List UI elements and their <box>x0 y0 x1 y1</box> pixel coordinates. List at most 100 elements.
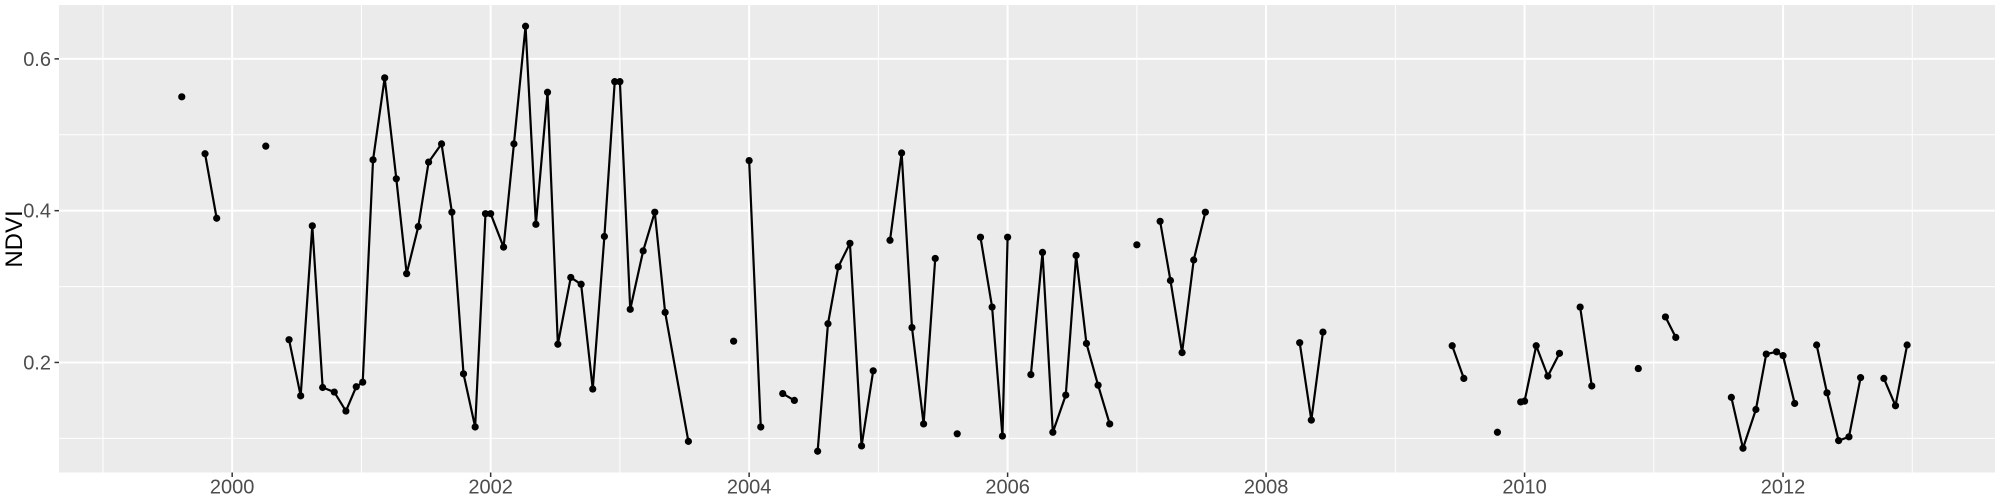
data-point <box>201 150 209 158</box>
data-point <box>577 280 585 288</box>
data-point <box>1448 342 1456 350</box>
data-point <box>1520 397 1529 405</box>
data-point <box>600 232 608 241</box>
data-point <box>589 385 597 393</box>
data-point <box>779 389 787 398</box>
data-point <box>567 273 575 282</box>
data-line-segment <box>1451 344 1465 380</box>
y-axis-tick-label: 0.2 <box>23 352 51 374</box>
data-point <box>1555 349 1564 357</box>
panel-background <box>59 5 1995 473</box>
data-point <box>499 243 508 251</box>
data-point <box>213 214 221 222</box>
data-line-segment <box>816 242 875 453</box>
data-point <box>898 149 906 157</box>
data-point <box>352 383 360 391</box>
data-point <box>510 140 518 148</box>
data-point <box>1903 341 1911 349</box>
data-point <box>543 88 552 96</box>
data-point <box>1190 256 1198 264</box>
data-point <box>392 175 400 183</box>
x-axis-tick-label: 2006 <box>985 477 1030 499</box>
data-point <box>1082 339 1091 348</box>
data-line-segment <box>1579 305 1593 388</box>
data-point <box>1307 416 1315 424</box>
data-point <box>988 303 996 311</box>
data-point <box>1027 370 1035 379</box>
data-point <box>931 254 939 263</box>
data-point <box>342 407 350 415</box>
data-point <box>1891 402 1900 410</box>
data-line-segment <box>1029 251 1111 434</box>
data-point <box>1072 251 1080 260</box>
data-point <box>1493 428 1502 436</box>
data-point <box>857 442 866 450</box>
data-point <box>487 210 495 218</box>
data-point <box>1762 350 1770 358</box>
data-point <box>459 370 468 378</box>
data-line-segment <box>979 236 1009 438</box>
data-point <box>1544 372 1552 380</box>
data-point <box>297 392 305 400</box>
x-axis-tick-label: 2002 <box>468 477 513 499</box>
data-point <box>262 142 270 150</box>
data-point <box>824 320 832 328</box>
data-point <box>319 383 327 392</box>
data-point <box>626 305 634 313</box>
data-point <box>998 432 1007 440</box>
data-point <box>1178 348 1186 357</box>
data-point <box>814 447 822 455</box>
data-point <box>481 210 490 218</box>
data-point <box>1576 303 1584 311</box>
data-point <box>1880 374 1888 382</box>
data-point <box>1835 437 1843 445</box>
data-point <box>1791 399 1799 408</box>
data-point <box>437 140 446 148</box>
data-point <box>1845 433 1853 441</box>
data-point <box>976 233 985 241</box>
data-point <box>369 156 377 164</box>
x-axis-tick-label: 2012 <box>1761 477 1806 499</box>
data-point <box>285 336 293 344</box>
data-point <box>330 388 338 396</box>
data-point <box>1166 276 1175 285</box>
data-point <box>1319 328 1327 336</box>
data-point <box>730 337 738 345</box>
data-point <box>1672 333 1680 342</box>
data-point <box>1106 420 1114 428</box>
data-point <box>359 378 367 386</box>
data-point <box>381 74 389 82</box>
data-point <box>1588 382 1596 390</box>
data-point <box>1779 352 1787 360</box>
data-point <box>661 308 669 316</box>
data-point <box>757 423 765 431</box>
data-point <box>414 223 422 231</box>
data-point <box>920 420 928 428</box>
data-point <box>886 236 894 244</box>
data-line-segment <box>203 152 218 220</box>
data-point <box>471 423 479 431</box>
data-point <box>908 323 916 332</box>
x-axis-tick-label: 2004 <box>727 477 772 499</box>
data-point <box>448 208 456 216</box>
data-point <box>834 263 842 271</box>
data-point <box>1133 241 1141 249</box>
data-point <box>1201 208 1209 216</box>
data-point <box>745 156 753 165</box>
data-point <box>1739 444 1747 452</box>
data-point <box>846 239 854 247</box>
data-line-segment <box>1664 315 1677 339</box>
data-point <box>1856 374 1865 382</box>
data-point <box>651 208 659 216</box>
data-point <box>403 270 411 278</box>
data-point <box>639 247 647 255</box>
data-point <box>1813 341 1821 349</box>
data-point <box>554 340 562 348</box>
data-point <box>611 78 619 86</box>
data-point <box>521 22 530 30</box>
x-axis-tick-label: 2008 <box>1244 477 1289 499</box>
data-point <box>1772 348 1781 356</box>
data-point <box>1004 233 1012 241</box>
data-line-segment <box>748 159 762 429</box>
